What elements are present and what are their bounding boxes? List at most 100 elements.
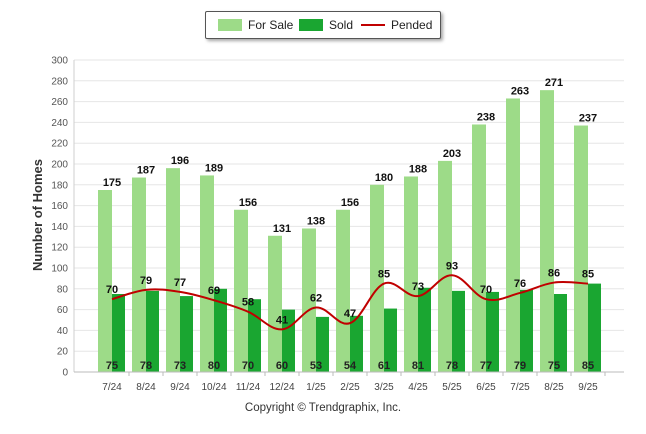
y-axis-title: Number of Homes (30, 159, 45, 271)
x-tick-label: 8/25 (544, 382, 564, 393)
pended-value-label: 62 (310, 293, 322, 305)
x-tick-label: 6/25 (476, 382, 496, 393)
pended-value-label: 41 (276, 314, 288, 326)
x-tick-label: 9/25 (578, 382, 598, 393)
pended-value-label: 70 (106, 284, 118, 296)
y-tick-label: 120 (51, 243, 68, 254)
x-tick-label: 8/24 (136, 382, 156, 393)
sold-value-label: 73 (174, 360, 186, 372)
for-sale-bar (302, 228, 316, 372)
x-tick-label: 4/25 (408, 382, 428, 393)
for-sale-value-label: 263 (511, 85, 529, 97)
sold-bar (112, 294, 125, 372)
bars (98, 90, 601, 373)
for-sale-bar (472, 124, 486, 372)
for-sale-value-label: 196 (171, 155, 189, 167)
sold-value-label: 75 (548, 360, 560, 372)
x-tick-label: 3/25 (374, 382, 394, 393)
y-tick-label: 0 (62, 368, 68, 379)
y-tick-label: 140 (51, 222, 68, 233)
for-sale-value-label: 156 (341, 197, 359, 209)
legend-item-sold[interactable]: Sold (299, 18, 353, 32)
y-tick-label: 80 (57, 284, 69, 295)
pended-value-label: 93 (446, 260, 458, 272)
x-tick-label: 7/25 (510, 382, 530, 393)
x-tick-label: 12/24 (269, 382, 294, 393)
legend-label-pended: Pended (391, 18, 433, 32)
y-tick-label: 160 (51, 201, 68, 212)
for-sale-bar (132, 177, 146, 372)
y-tick-label: 240 (51, 118, 68, 129)
sold-value-label: 79 (514, 360, 526, 372)
sold-value-label: 77 (480, 360, 492, 372)
sold-value-label: 81 (412, 360, 424, 372)
sold-value-label: 75 (106, 360, 118, 372)
sold-bar (554, 294, 567, 372)
y-tick-label: 100 (51, 264, 68, 275)
sold-bar (214, 288, 227, 372)
for-sale-bar (438, 160, 452, 372)
for-sale-value-label: 156 (239, 197, 257, 209)
x-tick-label: 5/25 (442, 382, 462, 393)
for-sale-value-label: 180 (375, 172, 393, 184)
pended-value-label: 47 (344, 308, 356, 320)
for-sale-bar (540, 90, 554, 372)
pended-line-path (111, 274, 589, 331)
sold-value-label: 80 (208, 360, 220, 372)
sold-value-label: 70 (242, 360, 254, 372)
for-sale-bar (404, 176, 418, 372)
for-sale-value-label: 238 (477, 111, 495, 123)
sold-value-label: 60 (276, 360, 288, 372)
pended-value-label: 58 (242, 297, 254, 309)
pended-value-label: 76 (514, 278, 526, 290)
pended-line (111, 274, 589, 331)
sold-value-label: 54 (344, 360, 357, 372)
sold-bar (316, 316, 329, 372)
sold-value-label: 78 (140, 360, 152, 372)
sold-bar (452, 290, 465, 372)
pended-value-label: 77 (174, 277, 186, 289)
pended-value-label: 70 (480, 284, 492, 296)
sold-bar (180, 296, 193, 372)
for-sale-value-label: 187 (137, 165, 155, 177)
y-axis: 0 20 40 60 80 100 120 140 160 180 200 220 240 260 280 3… (51, 56, 75, 379)
for-sale-value-label: 237 (579, 113, 597, 125)
y-tick-label: 220 (51, 139, 68, 150)
sold-swatch (299, 19, 323, 31)
legend-item-pended[interactable]: Pended (361, 18, 432, 32)
y-tick-label: 300 (51, 56, 68, 67)
for-sale-value-label: 131 (273, 223, 291, 235)
x-tick-label: 9/24 (170, 382, 190, 393)
legend-item-for-sale[interactable]: For Sale (218, 18, 293, 32)
for-sale-value-label: 203 (443, 148, 461, 160)
y-tick-label: 200 (51, 160, 68, 171)
pended-value-label: 85 (378, 269, 390, 281)
for-sale-value-label: 188 (409, 163, 427, 175)
sold-value-label: 53 (310, 360, 322, 372)
for-sale-bar (336, 209, 350, 372)
copyright-text: Copyright © Trendgraphix, Inc. (244, 402, 402, 414)
for-sale-value-label: 175 (103, 177, 121, 189)
sold-bar (520, 289, 533, 372)
for-sale-value-label: 271 (545, 77, 563, 89)
sold-value-label: 78 (446, 360, 458, 372)
x-axis: 7/24 8/24 9/24 10/24 11/24 12/24 1/25 2/25 3/25 4… (74, 371, 624, 393)
sold-bar (384, 308, 397, 372)
for-sale-bar (506, 98, 520, 372)
pended-value-label: 69 (208, 285, 220, 297)
y-tick-label: 260 (51, 97, 68, 108)
for-sale-bar (200, 175, 214, 372)
for-sale-bar (268, 235, 282, 372)
for-sale-bar (370, 184, 384, 372)
sold-value-label: 85 (582, 360, 594, 372)
for-sale-swatch (218, 19, 242, 31)
pended-swatch (361, 24, 385, 26)
sold-value-label: 61 (378, 360, 390, 372)
pended-value-label: 85 (582, 269, 594, 281)
for-sale-bar (234, 209, 248, 372)
sold-bar (486, 291, 499, 372)
y-tick-label: 180 (51, 180, 68, 191)
legend-label-for-sale: For Sale (248, 18, 294, 32)
for-sale-value-label: 138 (307, 215, 325, 227)
x-tick-label: 7/24 (102, 382, 122, 393)
